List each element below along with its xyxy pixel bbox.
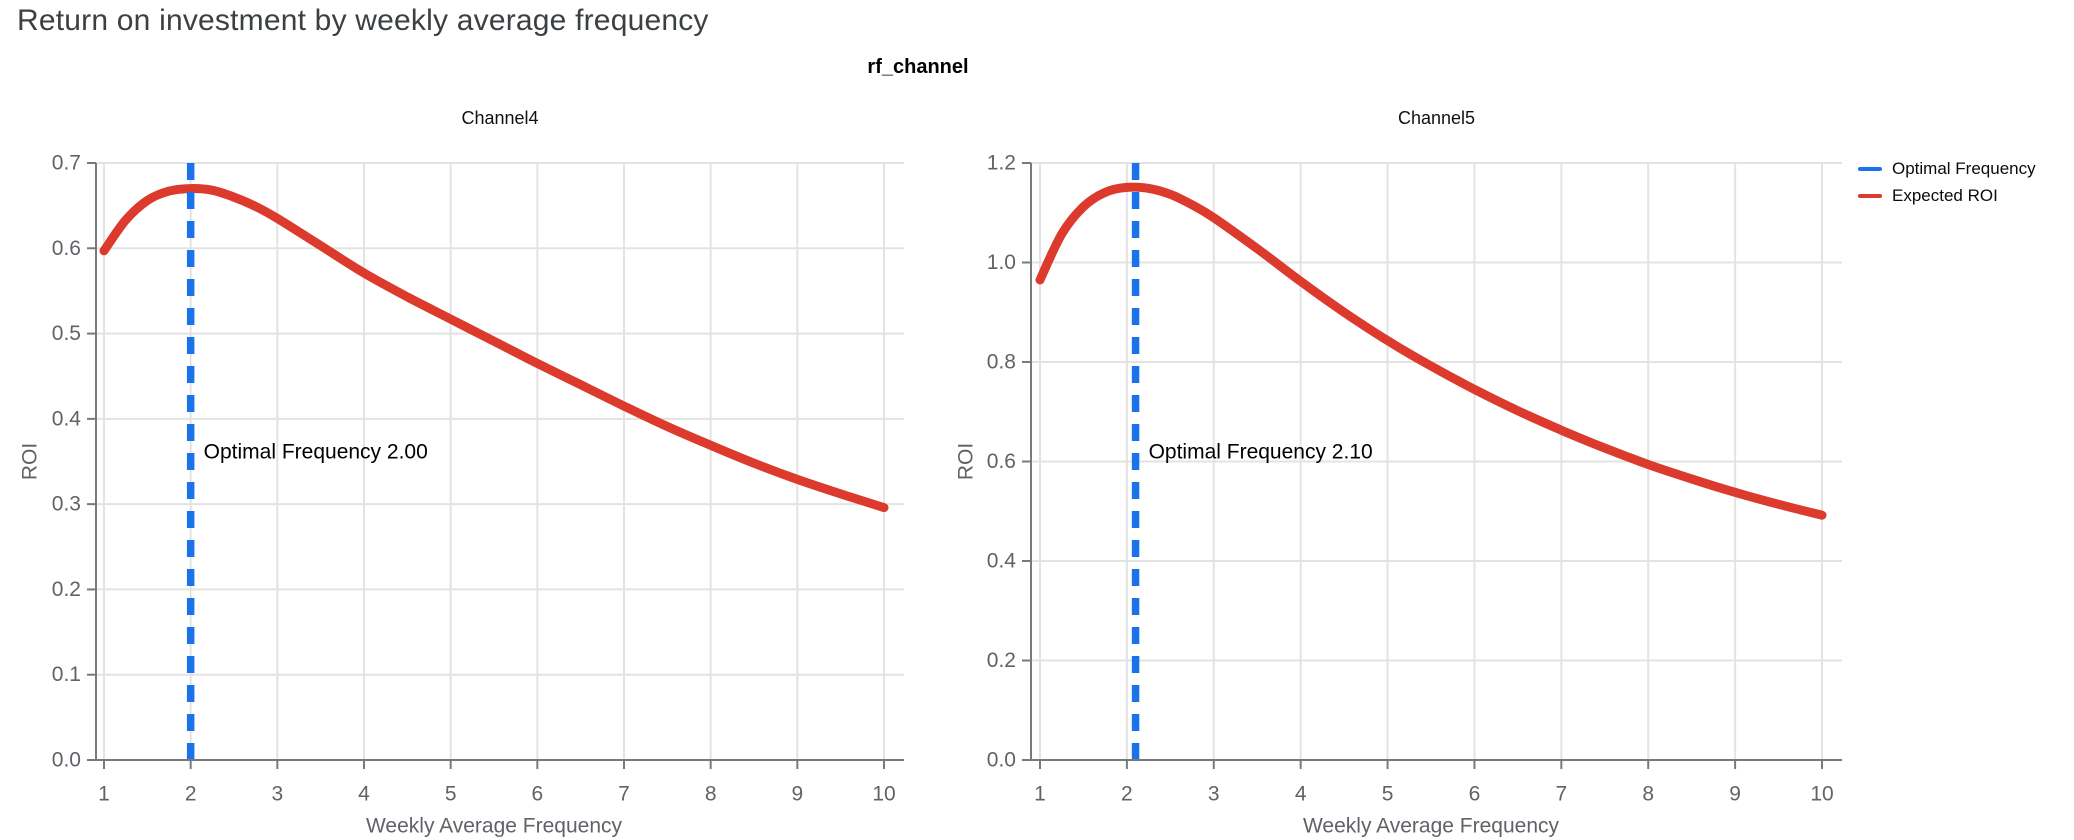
x-tick-label: 7 — [1555, 782, 1567, 805]
x-tick-label: 2 — [185, 782, 197, 805]
y-tick-label: 0.5 — [52, 322, 81, 345]
chart-title-channel5: Channel5 — [1398, 108, 1475, 128]
y-tick-label: 0.1 — [52, 663, 81, 686]
x-tick-label: 4 — [1295, 782, 1307, 805]
legend: Optimal Frequency Expected ROI — [1858, 159, 2036, 206]
y-tick-label: 0.2 — [987, 649, 1016, 672]
y-tick-label: 0.3 — [52, 493, 81, 516]
y-axis-title-channel5: ROI — [955, 443, 978, 480]
legend-item-optimal-frequency: Optimal Frequency — [1858, 159, 2036, 179]
y-tick-label: 0.6 — [987, 450, 1016, 473]
x-tick-label: 9 — [1729, 782, 1741, 805]
x-tick-label: 1 — [98, 782, 110, 805]
x-tick-label: 10 — [872, 782, 895, 805]
y-tick-label: 0.7 — [52, 152, 81, 175]
figure-suptitle: rf_channel — [867, 56, 969, 78]
chart-title-channel4: Channel4 — [461, 108, 538, 128]
y-axis-title-channel4: ROI — [19, 443, 42, 480]
expected-roi-curve-channel4 — [99, 184, 889, 513]
y-tick-label: 0.0 — [987, 749, 1016, 772]
legend-label-optimal-frequency: Optimal Frequency — [1892, 159, 2036, 178]
optimal-frequency-line-swatch — [1858, 167, 1882, 171]
x-tick-label: 6 — [531, 782, 543, 805]
x-axis-title-channel5: Weekly Average Frequency — [1303, 815, 1560, 838]
y-tick-label: 1.2 — [987, 152, 1016, 175]
optimal-frequency-annotation-channel5: Optimal Frequency 2.10 — [1149, 441, 1373, 464]
x-tick-label: 10 — [1810, 782, 1833, 805]
x-tick-label: 3 — [1208, 782, 1220, 805]
x-tick-label: 8 — [705, 782, 717, 805]
expected-roi-line-swatch — [1858, 194, 1882, 198]
y-tick-label: 1.0 — [987, 251, 1016, 274]
optimal-frequency-annotation-channel4: Optimal Frequency 2.00 — [204, 441, 428, 464]
x-tick-label: 7 — [618, 782, 630, 805]
x-tick-label: 9 — [791, 782, 803, 805]
x-tick-label: 5 — [1382, 782, 1394, 805]
y-tick-label: 0.2 — [52, 578, 81, 601]
y-tick-label: 0.4 — [987, 550, 1017, 573]
x-tick-label: 1 — [1034, 782, 1046, 805]
x-tick-label: 8 — [1642, 782, 1654, 805]
page-title: Return on investment by weekly average f… — [17, 4, 709, 37]
legend-item-expected-roi: Expected ROI — [1858, 186, 2036, 206]
x-tick-label: 4 — [358, 782, 370, 805]
x-axis-title-channel4: Weekly Average Frequency — [366, 815, 623, 838]
y-tick-label: 0.6 — [52, 237, 81, 260]
x-tick-label: 6 — [1469, 782, 1481, 805]
y-tick-label: 0.4 — [52, 407, 82, 430]
x-tick-label: 3 — [271, 782, 283, 805]
y-tick-label: 0.0 — [52, 749, 81, 772]
x-tick-label: 2 — [1121, 782, 1133, 805]
x-tick-label: 5 — [445, 782, 457, 805]
expected-roi-curve-channel5 — [1035, 182, 1827, 520]
y-tick-label: 0.8 — [987, 351, 1016, 374]
legend-label-expected-roi: Expected ROI — [1892, 186, 1998, 205]
